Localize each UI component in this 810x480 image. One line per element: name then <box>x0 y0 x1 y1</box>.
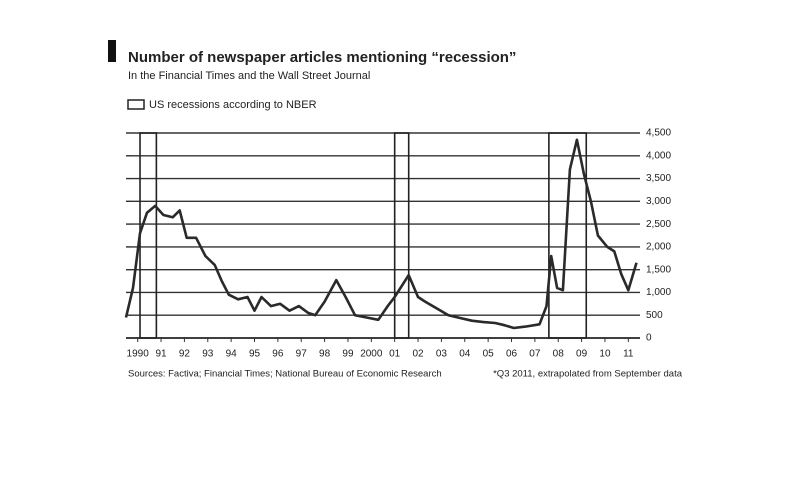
x-tick-label: 1990 <box>127 349 150 360</box>
x-tick-label: 07 <box>529 349 541 360</box>
x-tick-label: 03 <box>436 349 448 360</box>
line <box>124 138 638 330</box>
x-tick-label: 98 <box>319 349 331 360</box>
legend-label: US recessions according to NBER <box>149 99 317 111</box>
x-tick-label: 94 <box>226 349 238 360</box>
x-tick-label: 01 <box>389 349 401 360</box>
x-tick-label: 2000 <box>360 349 383 360</box>
x-tick-label: 93 <box>202 349 214 360</box>
y-tick-label: 500 <box>646 310 663 321</box>
legend-swatch <box>127 99 145 110</box>
recession-band <box>139 132 158 339</box>
x-tick-label: 02 <box>412 349 424 360</box>
x-tick-label: 97 <box>296 349 308 360</box>
note: *Q3 2011, extrapolated from September da… <box>493 369 683 380</box>
x-tick-label: 09 <box>576 349 588 360</box>
x-tick-label: 10 <box>599 349 611 360</box>
y-tick-label: 4,500 <box>646 128 671 139</box>
y-tick-label: 3,000 <box>646 196 671 207</box>
y-tick-label: 2,500 <box>646 219 671 230</box>
y-tick-label: 1,000 <box>646 287 671 298</box>
recession-band <box>393 132 410 339</box>
x-tick-label: 11 <box>623 349 634 360</box>
y-tick-label: 1,500 <box>646 264 671 275</box>
chart-subtitle: In the Financial Times and the Wall Stre… <box>128 70 370 82</box>
x-tick-label: 08 <box>553 349 565 360</box>
y-tick-label: 4,000 <box>646 150 671 161</box>
x-tick-label: 92 <box>179 349 191 360</box>
x-tick-label: 05 <box>483 349 495 360</box>
x-tick-label: 99 <box>342 349 354 360</box>
x-tick-label: 04 <box>459 349 471 360</box>
x-tick-label: 91 <box>155 349 167 360</box>
y-tick-label: 2,000 <box>646 242 671 253</box>
chart-title: Number of newspaper articles mentioning … <box>128 49 516 66</box>
x-tick-label: 96 <box>272 349 284 360</box>
x-tick-label: 95 <box>249 349 261 360</box>
source: Sources: Factiva; Financial Times; Natio… <box>128 369 442 380</box>
x-tick-label: 06 <box>506 349 518 360</box>
y-tick-label: 3,500 <box>646 173 671 184</box>
title-bar <box>108 40 116 62</box>
y-tick-label: 0 <box>646 333 652 344</box>
